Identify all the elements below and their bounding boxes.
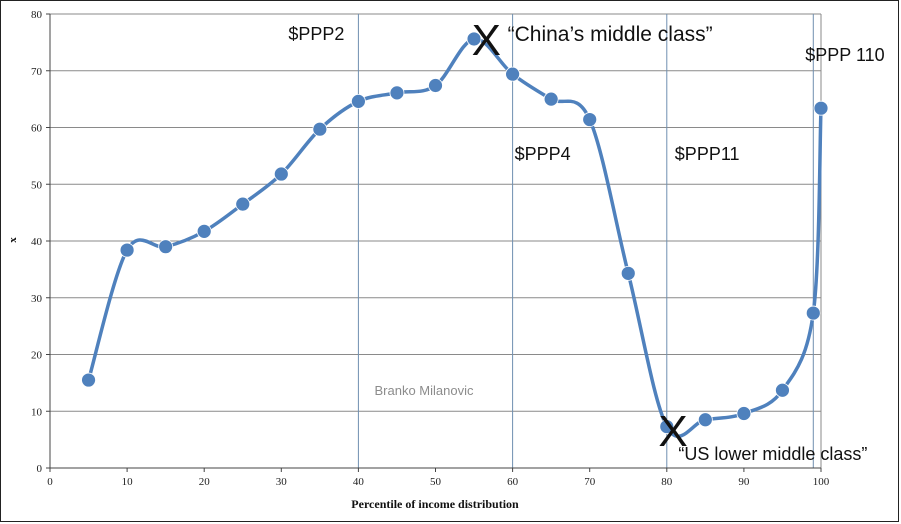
x-tick-label-100: 100 [813, 476, 830, 488]
reference-label-2: $PPP4 [515, 144, 571, 164]
data-point-45 [389, 85, 405, 101]
reference-lines [357, 14, 814, 468]
x-tick-label-20: 20 [199, 476, 211, 488]
data-point-50 [428, 78, 443, 93]
data-point-40 [350, 93, 366, 109]
x-tick-label-70: 70 [584, 476, 596, 488]
data-point-60 [505, 66, 520, 82]
y-tick-label-20: 20 [31, 350, 43, 362]
data-point-35 [312, 121, 328, 137]
x-tick-label-90: 90 [738, 476, 750, 488]
x-tick-label-40: 40 [353, 476, 365, 488]
label-layer: $PPP2 $PPP4 $PPP11 $PPP 110 X “China’s middle… [288, 16, 884, 464]
y-tick-label-40: 40 [31, 236, 43, 248]
data-point-20 [196, 223, 212, 239]
y-tick-label-30: 30 [31, 293, 43, 305]
axes: 0 10 20 30 40 50 60 70 80 0 10 20 30 40 50 60 70 80 90 100 [31, 9, 830, 488]
x-axis-title: Percentile of income distribution [351, 497, 519, 511]
annotation-marker-2: X [658, 407, 687, 456]
annotation-label-1: “China’s middle class” [508, 23, 713, 46]
y-tick-label-70: 70 [31, 66, 43, 78]
data-point-90 [736, 406, 752, 421]
reference-label-1: $PPP2 [288, 24, 344, 44]
reference-label-4: $PPP 110 [805, 45, 884, 65]
data-point-30 [273, 166, 289, 182]
data-point-5 [81, 372, 96, 388]
y-tick-label-80: 80 [31, 9, 43, 21]
y-tick-label-60: 60 [31, 123, 43, 135]
y-tick-label-50: 50 [31, 179, 43, 191]
y-tick-label-10: 10 [31, 406, 43, 418]
data-point-25 [235, 196, 251, 212]
watermark-text: Branko Milanovic [375, 383, 474, 398]
x-tick-label-80: 80 [661, 476, 673, 488]
data-point-95 [775, 382, 790, 398]
x-tick-label-50: 50 [430, 476, 442, 488]
annotation-label-2: “US lower middle class” [678, 444, 867, 464]
data-point-55 [466, 31, 482, 47]
data-point-75 [620, 265, 636, 281]
reference-label-3: $PPP11 [675, 144, 740, 164]
data-point-99 [805, 305, 821, 321]
y-axis-title: x [7, 237, 19, 243]
data-point-100 [813, 100, 829, 116]
data-point-65 [543, 91, 559, 107]
data-point-80 [659, 419, 675, 434]
data-point-85 [697, 412, 713, 428]
data-point-10 [119, 242, 135, 258]
x-tick-label-10: 10 [122, 476, 134, 488]
y-tick-label-0: 0 [37, 463, 43, 475]
data-point-70 [582, 112, 598, 127]
data-point-15 [158, 239, 174, 255]
grid-layer [50, 13, 822, 468]
annotation-marker-1: X [472, 16, 501, 65]
x-tick-label-30: 30 [276, 476, 288, 488]
x-tick-label-60: 60 [507, 476, 519, 488]
x-tick-label-0: 0 [47, 476, 53, 488]
series-line [86, 37, 823, 438]
series-layer [81, 31, 829, 438]
